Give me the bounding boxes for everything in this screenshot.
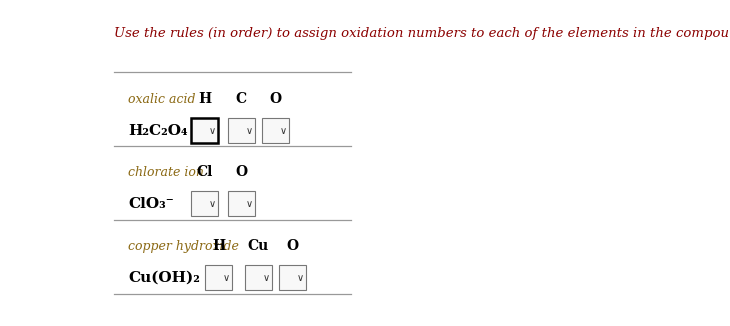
FancyBboxPatch shape <box>191 191 218 216</box>
FancyBboxPatch shape <box>205 265 232 290</box>
FancyBboxPatch shape <box>191 118 218 143</box>
FancyBboxPatch shape <box>228 191 255 216</box>
Text: ∨: ∨ <box>245 199 253 209</box>
Text: chlorate ion: chlorate ion <box>128 166 204 179</box>
Text: ∨: ∨ <box>263 273 269 283</box>
Text: Cl: Cl <box>196 165 212 179</box>
Text: ClO₃⁻: ClO₃⁻ <box>128 197 174 211</box>
Text: C: C <box>236 92 247 106</box>
Text: H: H <box>198 92 211 106</box>
Text: H₂C₂O₄: H₂C₂O₄ <box>128 124 188 138</box>
FancyBboxPatch shape <box>228 118 255 143</box>
Text: copper hydroxide: copper hydroxide <box>128 240 239 253</box>
Text: ∨: ∨ <box>280 126 287 136</box>
Text: O: O <box>269 92 281 106</box>
Text: O: O <box>235 165 247 179</box>
Text: ∨: ∨ <box>296 273 304 283</box>
Text: Use the rules (in order) to assign oxidation numbers to each of the elements in : Use the rules (in order) to assign oxida… <box>114 26 730 39</box>
Text: oxalic acid: oxalic acid <box>128 93 196 106</box>
Text: O: O <box>286 239 298 253</box>
Text: ∨: ∨ <box>209 126 216 136</box>
FancyBboxPatch shape <box>279 265 306 290</box>
Text: Cu(OH)₂: Cu(OH)₂ <box>128 271 200 285</box>
Text: H: H <box>212 239 225 253</box>
Text: ∨: ∨ <box>209 199 216 209</box>
Text: ∨: ∨ <box>245 126 253 136</box>
Text: ∨: ∨ <box>223 273 230 283</box>
Text: Cu: Cu <box>247 239 269 253</box>
FancyBboxPatch shape <box>261 118 288 143</box>
FancyBboxPatch shape <box>245 265 272 290</box>
